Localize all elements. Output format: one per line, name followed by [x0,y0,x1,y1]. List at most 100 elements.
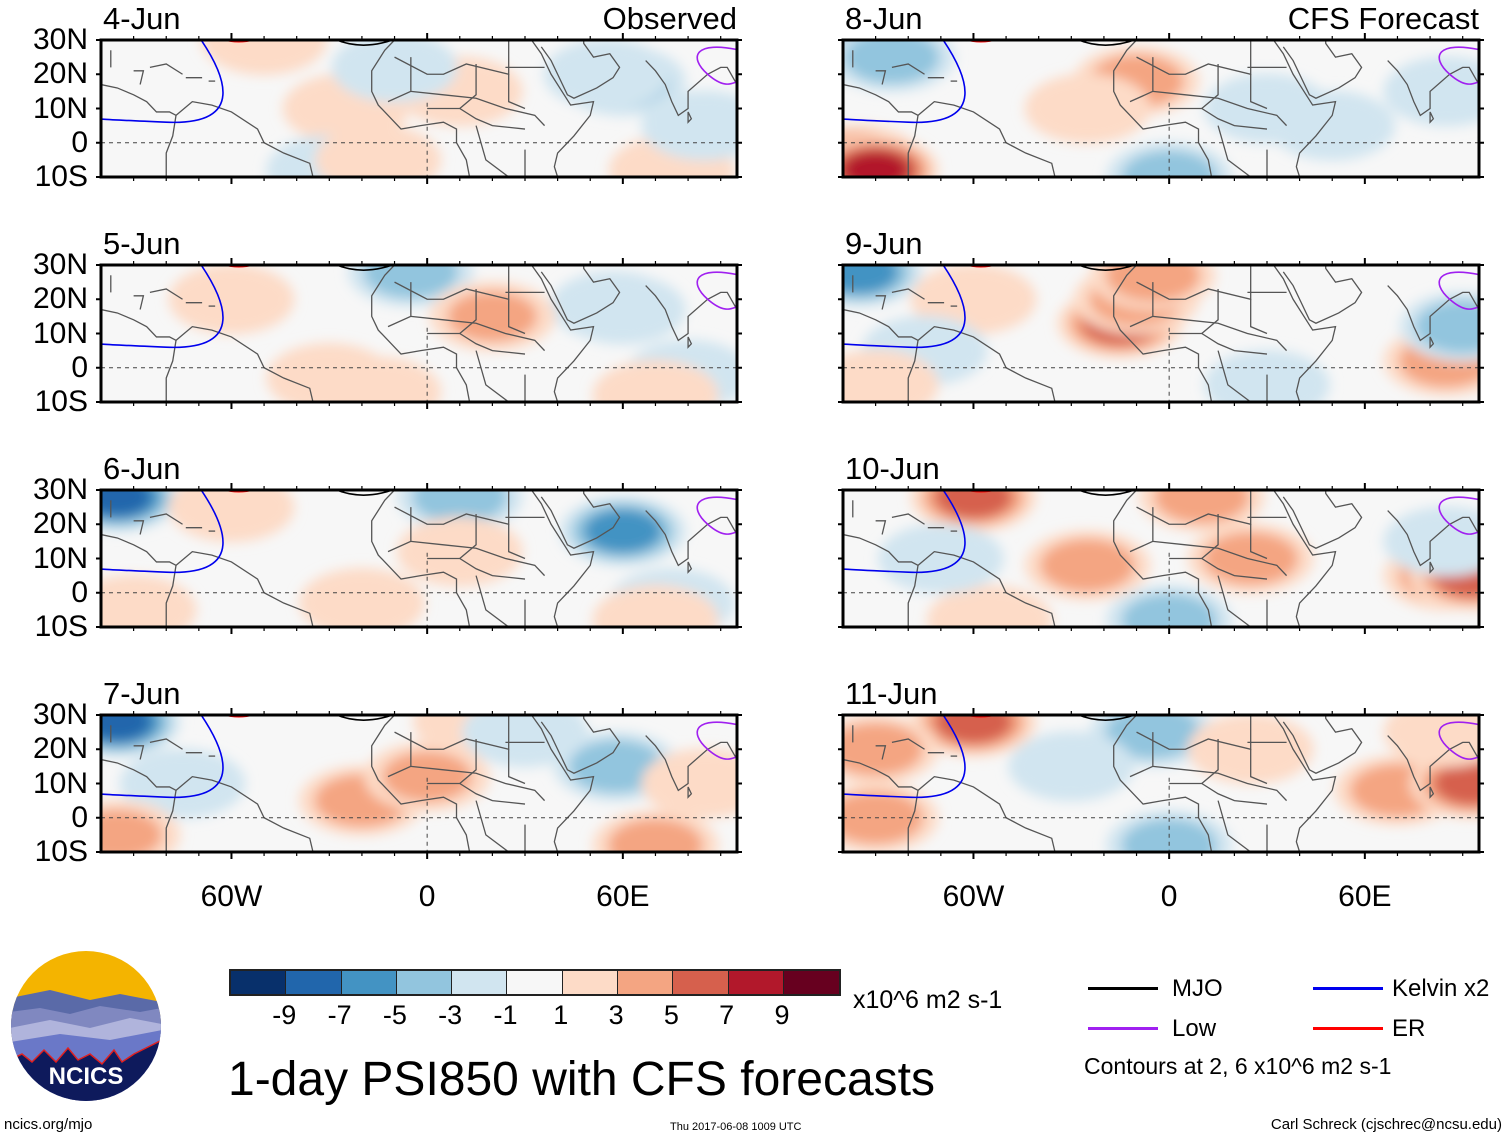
anomaly-blob [168,490,295,543]
legend-label-kelvin: Kelvin x2 [1392,975,1490,1002]
coastline [410,540,546,577]
coastline [1272,490,1337,627]
contour-note: Contours at 2, 6 x10^6 m2 s-1 [1084,1053,1392,1079]
coastline [645,285,737,342]
coastline [1325,851,1327,852]
coastline [843,83,919,116]
panel-label-observed: Observed [602,1,737,36]
coastline [1169,332,1268,355]
map-panel-8-jun [838,33,1484,184]
coastline [1387,510,1479,567]
anomaly-blob [1383,56,1479,127]
coastline [459,288,477,334]
colorbar-tick-label: -9 [272,1000,297,1030]
coastline [583,626,585,627]
kelvin-contour [843,265,966,349]
coastline [1169,557,1268,580]
legend-label-mjo: MJO [1172,975,1223,1002]
coastline [875,70,887,85]
coastline [459,513,477,559]
anomaly-blob [1154,490,1250,524]
legend-line-mjo [1088,987,1158,990]
coastline [907,325,1056,402]
mjo-contour [1076,715,1137,721]
x-tick-label: 0 [1160,880,1178,913]
mjo-contour [334,715,395,721]
coastline [475,800,510,852]
low-contour [696,496,737,535]
anomaly-blob [926,585,1053,627]
coastline [394,490,510,526]
coastline [394,715,510,751]
coastline [1201,738,1219,784]
anomaly-blob [843,349,939,402]
coastline [583,851,585,852]
y-tick-label: 10S [34,160,88,193]
anomaly-blob [1024,73,1151,144]
colorbar-swatch [396,971,453,994]
coastline [410,315,546,352]
er-contour [222,265,257,268]
anomaly-blob [1383,715,1479,768]
coastline [1282,715,1363,774]
anomaly-blob [1269,90,1396,161]
panel-date-6-jun: 6-Jun [103,451,181,486]
coastline [1152,90,1288,127]
colorbar-tick-label: 9 [774,1000,790,1030]
kelvin-contour [101,715,224,799]
coastline [1282,265,1363,324]
mjo-contour [1076,40,1137,46]
y-tick-label: 0 [71,125,88,159]
coastline [101,758,177,791]
coastline [101,308,177,341]
coastline [540,40,621,99]
coastline [907,100,1056,177]
coastline [1325,626,1327,627]
anomaly-blob [412,490,508,524]
x-tick-label: 60W [200,880,263,913]
colorbar-tick-label: -5 [382,1000,407,1030]
coastline [687,786,693,799]
coastline [891,288,925,300]
coastline [843,533,919,566]
coastline [1217,575,1252,627]
coastline [843,758,919,791]
coastline [1250,299,1268,335]
anomaly-blob [1008,731,1135,802]
coastline [387,282,412,328]
anomaly-blob [550,271,677,342]
panel-date-11-jun: 11-Jun [845,676,938,711]
anomaly-blob [910,265,1037,335]
coastline [1325,176,1327,177]
mjo-contour [334,40,395,46]
colorbar-swatch [507,971,563,994]
anomaly-blob [641,90,737,161]
coastline [540,490,621,549]
colorbar-swatch [452,971,508,994]
coastline [687,336,693,349]
anomaly-blob [1203,532,1298,585]
map-panel-11-jun [838,708,1484,859]
coastline [427,782,526,805]
colorbar-swatch [231,971,287,994]
anomaly-blob [592,585,719,627]
coastline [1429,336,1435,349]
y-tick-label: 20N [32,282,88,316]
anomaly-blob [844,40,940,84]
colorbar-swatch [286,971,342,994]
mjo-contour [334,490,395,496]
mjo-contour [334,265,395,271]
anomaly-blob [298,568,425,627]
colorbar-swatch [673,971,729,994]
coastline [1387,285,1479,342]
anomaly-blob [843,722,923,776]
footer-timestamp: Thu 2017-06-08 1009 UTC [670,1121,802,1133]
coastline [1282,40,1363,99]
coastline [1250,524,1268,560]
footer-url[interactable]: ncics.org/mjo [4,1116,93,1133]
coastline [1129,57,1154,103]
anomaly-blob [608,818,703,852]
y-tick-label: 0 [71,350,88,384]
coastline [1201,513,1219,559]
coastline [508,74,526,110]
